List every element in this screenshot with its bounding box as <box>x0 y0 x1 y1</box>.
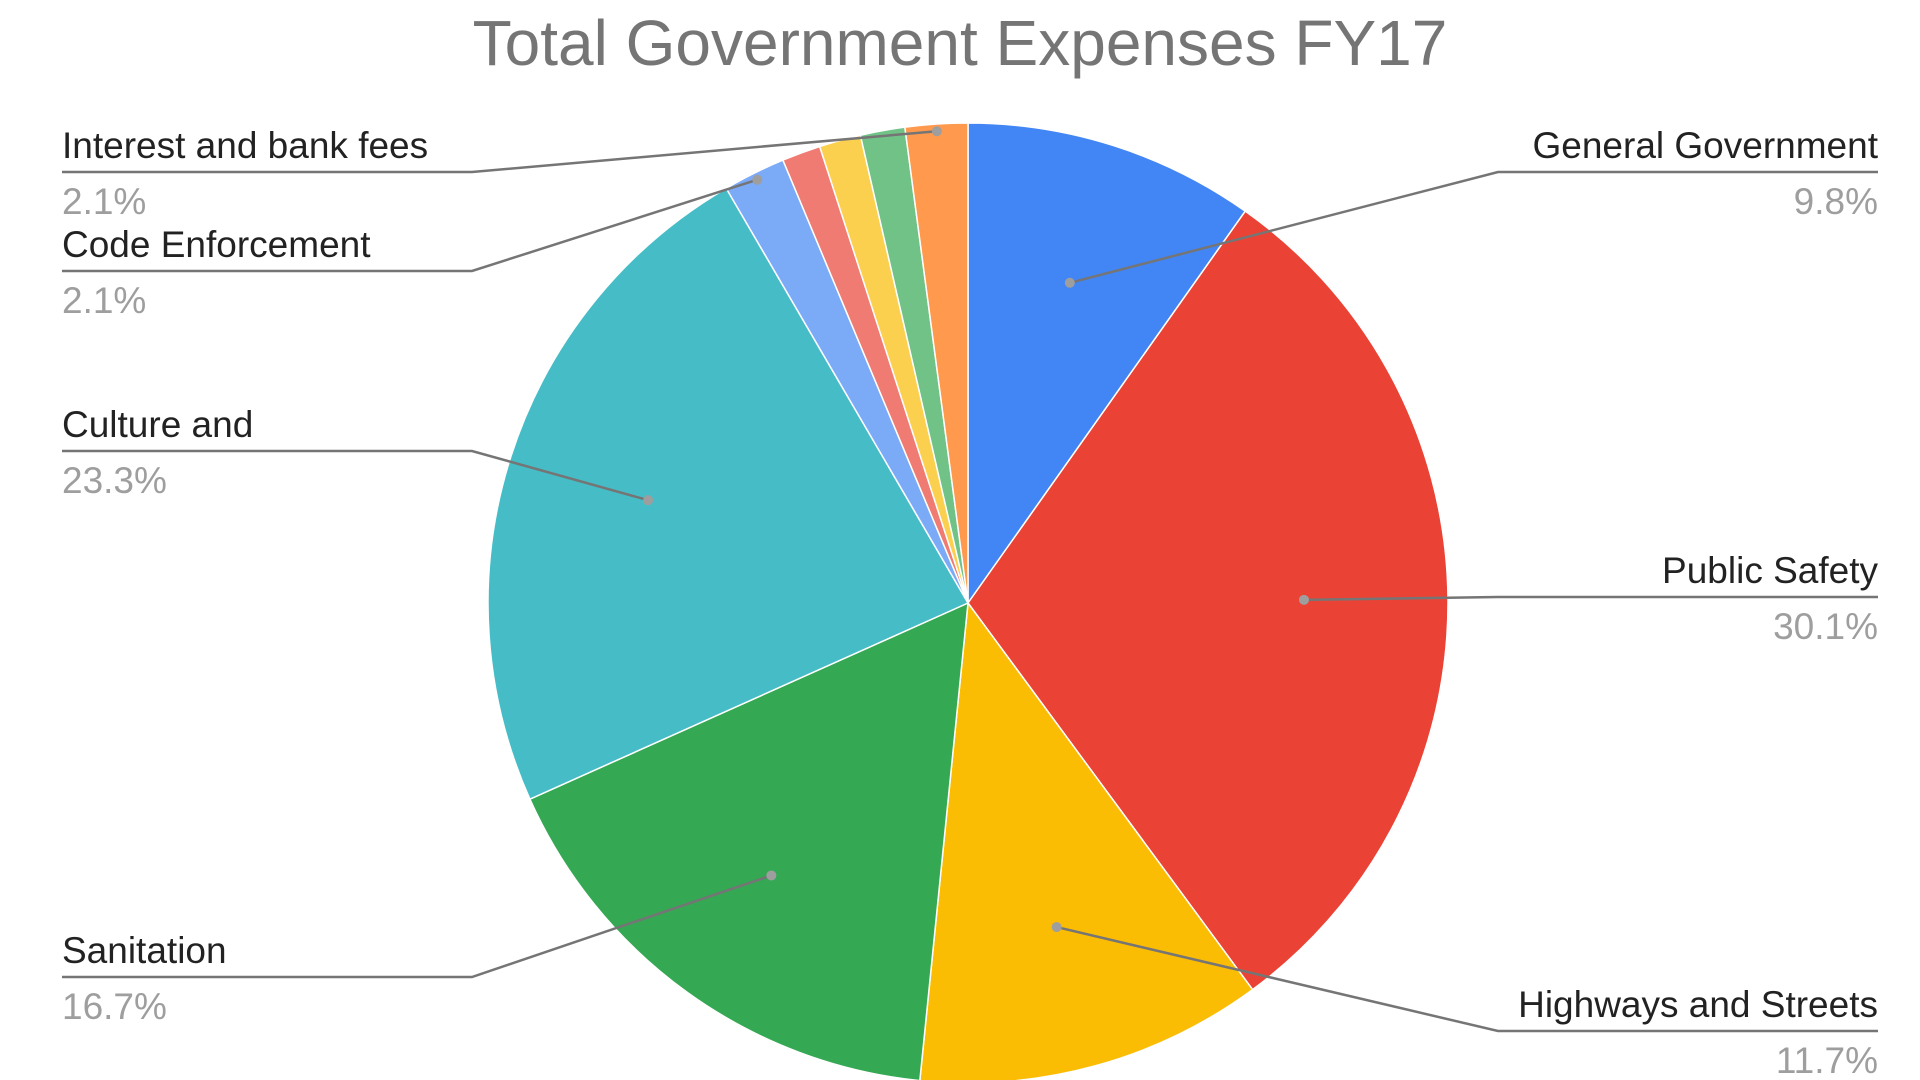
pie-slice-interest-and-bank-fees <box>904 122 969 604</box>
leader-dot-sanitation <box>766 870 777 881</box>
pie-slice-culture-and <box>487 187 970 801</box>
leader-dot-interest-and-bank-fees <box>931 126 942 137</box>
leader-line-highways-and-streets <box>1056 925 1878 1033</box>
pie-slice-general-government <box>967 122 1247 606</box>
slice-label-public-safety: Public Safety <box>1662 550 1878 591</box>
slice-percent-general-government: 9.8% <box>1794 181 1878 222</box>
slice-labels: General Government 9.8% Public Safety 30.1%… <box>62 125 1879 1080</box>
leader-dot-highways-and-streets <box>1051 922 1062 933</box>
chart-title: Total Government Expenses FY17 <box>473 7 1448 79</box>
slice-percent-sanitation: 16.7% <box>62 986 167 1027</box>
leader-line-general-government <box>1069 170 1878 285</box>
slice-percent-highways-and-streets: 11.7% <box>1776 1040 1878 1080</box>
leader-dot-public-safety <box>1298 594 1309 605</box>
slice-label-sanitation: Sanitation <box>62 930 227 971</box>
pie-slices <box>487 122 1449 1080</box>
leader-dot-general-government <box>1064 277 1075 288</box>
leader-line-sanitation <box>62 874 772 979</box>
leader-dot-code-enforcement <box>752 174 763 185</box>
slice-percent-public-safety: 30.1% <box>1773 606 1878 647</box>
slice-label-culture-and: Culture and <box>62 404 253 445</box>
slice-percent-code-enforcement: 2.1% <box>62 280 146 321</box>
leader-lines <box>62 126 1878 1033</box>
leader-line-interest-and-bank-fees <box>62 129 937 174</box>
leader-line-culture-and <box>62 449 649 502</box>
leader-line-code-enforcement <box>62 178 758 273</box>
slice-label-general-government: General Government <box>1532 125 1878 166</box>
leader-dot-culture-and <box>643 495 654 506</box>
pie-slice-sanitation <box>528 601 969 1080</box>
leader-line-public-safety <box>1303 595 1878 602</box>
slice-label-code-enforcement: Code Enforcement <box>62 224 371 265</box>
slice-percent-culture-and: 23.3% <box>62 460 167 501</box>
slice-label-highways-and-streets: Highways and Streets <box>1518 984 1878 1025</box>
slice-label-interest-and-bank-fees: Interest and bank fees <box>62 125 428 166</box>
slice-percent-interest-and-bank-fees: 2.1% <box>62 181 146 222</box>
pie-slice-highways-and-streets <box>919 600 1254 1080</box>
